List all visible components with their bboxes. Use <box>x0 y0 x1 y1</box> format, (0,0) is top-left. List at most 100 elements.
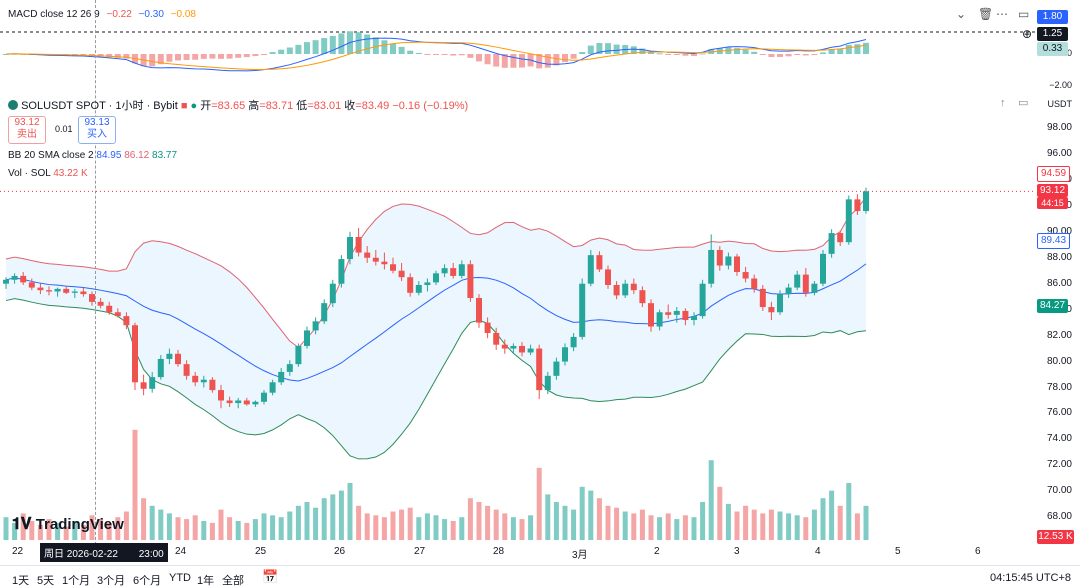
macd-histogram-bar <box>235 54 242 58</box>
volume-bar <box>20 513 26 540</box>
macd-legend[interactable]: MACD close 12 26 9 −0.22 −0.30 −0.08 <box>8 9 200 20</box>
price-tick: 98.00 <box>1046 122 1072 133</box>
candle-body <box>295 345 302 365</box>
macd-histogram-bar <box>200 54 207 59</box>
macd-badge: 1.25 <box>1037 27 1068 41</box>
volume-bar <box>227 517 233 540</box>
more-icon[interactable]: ⋯ <box>996 7 1008 21</box>
volume-legend[interactable]: Vol · SOL 43.22 K <box>8 168 88 179</box>
sell-button[interactable]: 93.12 卖出 <box>8 116 46 144</box>
symbol-legend[interactable]: SOLUSDT SPOT · 1小时 · Bybit ■ ● 开=83.65 高… <box>8 97 468 113</box>
volume-bar <box>46 519 52 540</box>
macd-histogram-bar <box>854 44 861 54</box>
volume-bar <box>442 519 448 540</box>
volume-bar <box>854 513 860 540</box>
candle-body <box>329 283 336 304</box>
currency-label[interactable]: USDT <box>1047 99 1073 109</box>
volume-bar <box>106 522 112 540</box>
range-button[interactable]: 5天 <box>37 575 55 587</box>
candle-body <box>364 252 371 258</box>
buy-button[interactable]: 93.13 买入 <box>78 116 116 144</box>
time-tick: 27 <box>414 546 426 557</box>
time-tick: 28 <box>493 546 505 557</box>
range-button[interactable]: 3个月 <box>97 575 126 587</box>
volume-bar <box>639 509 645 540</box>
volume-bar <box>450 521 456 540</box>
price-axis[interactable]: −2.00 0.00 USDT 98.0096.0094.0092.0090.0… <box>1036 0 1080 587</box>
range-button[interactable]: 1年 <box>197 575 215 587</box>
volume-bar <box>467 498 473 540</box>
maximize-icon[interactable]: ▭ <box>1018 7 1030 21</box>
sell-price: 93.12 <box>14 117 40 128</box>
flag-icon[interactable]: ■ <box>180 100 188 112</box>
macd-histogram-bar <box>166 54 173 62</box>
price-tick: 80.00 <box>1046 355 1072 367</box>
maximize-icon[interactable]: ▭ <box>1018 97 1029 109</box>
volume-bar <box>725 503 731 540</box>
candle-body <box>768 307 775 313</box>
candle-body <box>613 284 620 296</box>
volume-bar <box>295 505 301 540</box>
calendar-icon[interactable]: 📅 <box>262 569 279 584</box>
bb-legend[interactable]: BB 20 SMA close 2 84.95 86.12 83.77 <box>8 150 177 161</box>
arrow-up-icon[interactable]: ↑ <box>1000 97 1006 109</box>
volume-bar <box>786 513 792 540</box>
volume-bar <box>751 509 757 540</box>
macd-histogram-bar <box>312 40 319 54</box>
add-icon[interactable]: ⊕ <box>1021 27 1033 41</box>
volume-bar <box>89 515 95 540</box>
range-button[interactable]: 1天 <box>12 575 30 587</box>
macd-histogram-bar <box>269 52 276 54</box>
macd-histogram-bar <box>665 54 672 55</box>
volume-bar <box>459 517 465 540</box>
crosshair-date: 周日 2026-02-22 <box>44 549 118 560</box>
candle-body <box>390 264 396 271</box>
delete-icon[interactable]: 🗑 <box>978 7 994 21</box>
range-button[interactable]: 6个月 <box>133 575 162 587</box>
volume-bar <box>347 483 353 540</box>
macd-histogram-bar <box>407 50 414 54</box>
tradingview-logo[interactable]: 𝟏𝐕 TradingView <box>12 516 124 534</box>
volume-bar <box>536 467 542 540</box>
volume-bar <box>734 511 740 540</box>
hist-value: −0.08 <box>170 9 196 20</box>
price-tick: 90.00 <box>1046 225 1072 237</box>
macd-histogram-bar <box>613 44 620 54</box>
chevron-down-icon[interactable]: ⌄ <box>956 7 967 21</box>
volume-bar <box>519 519 525 540</box>
price-tick: 82.00 <box>1046 329 1072 341</box>
bb-upper-value: 86.12 <box>124 150 150 161</box>
high-value: =83.71 <box>259 100 294 112</box>
volume-bar <box>29 521 35 540</box>
price-tick: 68.00 <box>1046 511 1072 523</box>
macd-histogram-bar <box>484 54 491 65</box>
volume-bar <box>72 521 78 540</box>
open-value: =83.65 <box>211 100 246 112</box>
clock-label[interactable]: 04:15:45 UTC+8 <box>990 572 1072 584</box>
candle-body <box>587 255 594 284</box>
spread-value: 0.01 <box>55 124 73 134</box>
volume-bar <box>373 515 379 540</box>
volume-bar <box>356 505 362 540</box>
macd-histogram-bar <box>742 49 749 54</box>
candle-body <box>820 253 826 284</box>
candle-body <box>28 282 35 288</box>
range-button[interactable]: YTD <box>169 572 191 584</box>
volume-bar <box>760 513 766 540</box>
price-chart[interactable] <box>0 88 1036 540</box>
candle-body <box>355 236 362 253</box>
macd-histogram-bar <box>519 54 525 68</box>
time-tick: 2 <box>654 546 660 557</box>
volume-bar <box>270 515 276 540</box>
macd-histogram-bar <box>381 40 388 54</box>
macd-chart <box>0 31 1036 72</box>
volume-bar <box>407 507 413 540</box>
volume-bar <box>579 486 585 540</box>
range-button[interactable]: 1个月 <box>62 575 91 587</box>
buy-price: 93.13 <box>84 117 110 128</box>
candle-body <box>235 400 242 404</box>
macd-histogram-bar <box>450 54 457 56</box>
candle-body <box>441 268 448 274</box>
range-button[interactable]: 全部 <box>222 575 244 587</box>
candle-body <box>639 290 646 304</box>
